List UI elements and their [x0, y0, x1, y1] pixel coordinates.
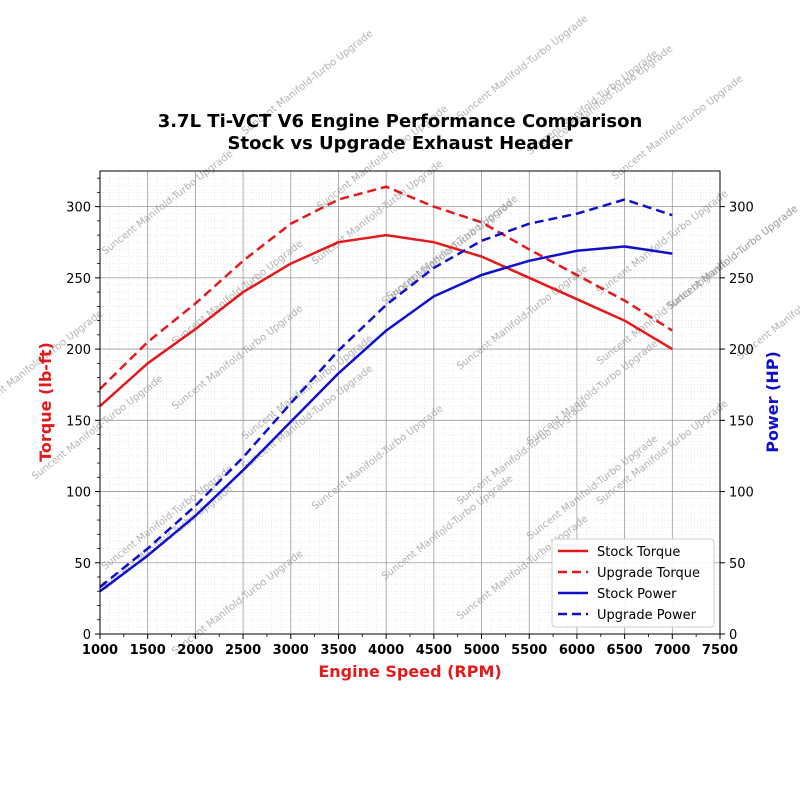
- x-tick-label: 1000: [82, 643, 118, 658]
- y-right-tick-label: 300: [729, 201, 754, 216]
- x-tick-label: 7000: [654, 643, 690, 658]
- y-right-tick-label: 250: [729, 272, 754, 287]
- chart-title: 3.7L Ti-VCT V6 Engine Performance Compar…: [158, 111, 643, 132]
- series-line-stock-torque: [99, 233, 673, 408]
- legend-label: Upgrade Torque: [597, 566, 700, 581]
- series-layer: [99, 185, 673, 593]
- y-right-tick-label: 0: [729, 628, 737, 643]
- x-tick-label: 4500: [416, 643, 452, 658]
- chart-subtitle: Stock vs Upgrade Exhaust Header: [228, 133, 573, 154]
- y-left-tick-label: 300: [66, 201, 91, 216]
- y-right-tick-label: 50: [729, 557, 746, 572]
- legend-label: Stock Power: [597, 587, 677, 602]
- legend-box: [551, 538, 715, 628]
- y-left-tick-label: 250: [66, 272, 91, 287]
- y-left-tick-label: 0: [83, 628, 91, 643]
- x-tick-label: 5500: [511, 643, 547, 658]
- x-tick-label: 7500: [702, 643, 738, 658]
- series-line-upgrade-torque: [99, 185, 673, 390]
- x-tick-label: 2000: [177, 643, 213, 658]
- legend-label: Upgrade Power: [597, 608, 697, 623]
- series-line-upgrade-power: [99, 198, 673, 588]
- y-left-tick-label: 50: [74, 557, 91, 572]
- y-left-tick-label: 150: [66, 414, 91, 429]
- legend: Stock Torque Upgrade Torque Stock Power Upg…: [551, 538, 715, 628]
- x-tick-label: 3500: [320, 643, 356, 658]
- y-left-tick-label: 100: [66, 486, 91, 501]
- x-tick-label: 4000: [368, 643, 404, 658]
- y-right-tick-label: 150: [729, 414, 754, 429]
- y-axis-left-label: Torque (lb-ft): [36, 342, 55, 462]
- x-tick-label: 6500: [607, 643, 643, 658]
- legend-label: Stock Torque: [597, 545, 680, 560]
- x-tick-label: 5000: [463, 643, 499, 658]
- x-tick-label: 2500: [225, 643, 261, 658]
- series-line-stock-power: [99, 245, 673, 593]
- x-tick-label: 1500: [130, 643, 166, 658]
- x-axis-label: Engine Speed (RPM): [318, 662, 501, 681]
- x-tick-label: 3000: [273, 643, 309, 658]
- y-left-tick-label: 200: [66, 343, 91, 358]
- axes: 1000 1500 2000 2500 3000 3500 4000 4500 5000 5500…: [66, 177, 754, 658]
- y-axis-right-label: Power (HP): [763, 351, 782, 453]
- x-tick-label: 6000: [559, 643, 595, 658]
- y-right-tick-label: 100: [729, 486, 754, 501]
- y-right-tick-label: 200: [729, 343, 754, 358]
